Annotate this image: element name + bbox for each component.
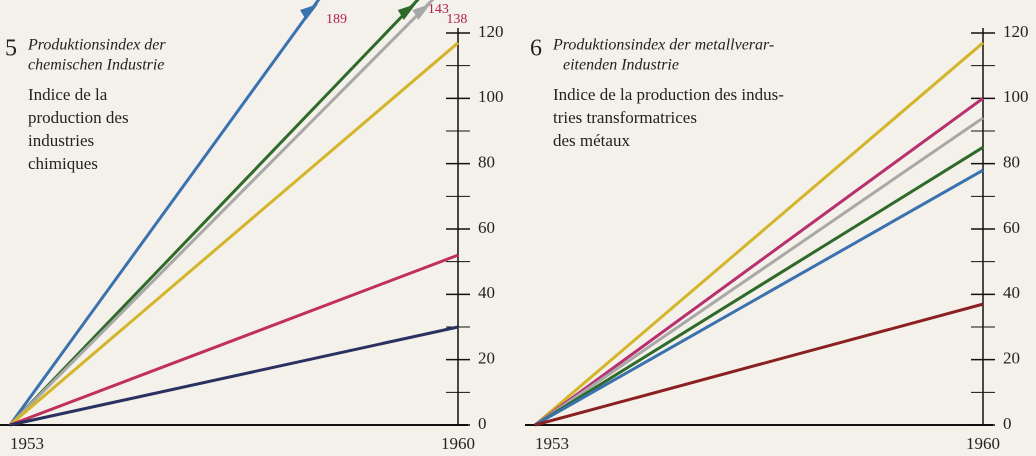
series-line xyxy=(534,168,984,427)
y-tick-label: 60 xyxy=(1003,218,1020,237)
y-tick-label: 0 xyxy=(1003,414,1012,433)
series-line xyxy=(534,97,984,427)
chart-title: Produktionsindex der xyxy=(27,37,166,54)
chart-number: 5 xyxy=(5,36,17,62)
y-tick-label: 120 xyxy=(1003,22,1029,41)
x-tick-label: 1953 xyxy=(10,434,44,453)
arrow-head xyxy=(412,4,431,20)
x-tick-label: 1953 xyxy=(535,434,569,453)
chart-number: 6 xyxy=(530,36,542,62)
y-tick-label: 20 xyxy=(1003,349,1020,368)
y-tick-label: 100 xyxy=(478,87,504,106)
x-tick-label: 1960 xyxy=(966,434,1000,453)
chart-subtitle: chimiques xyxy=(28,154,98,173)
arrow-head xyxy=(397,4,416,20)
chart-subtitle: Indice de la xyxy=(28,85,108,104)
y-tick-label: 120 xyxy=(478,22,504,41)
series-line xyxy=(9,325,459,427)
y-tick-label: 80 xyxy=(1003,153,1020,172)
y-tick-label: 40 xyxy=(478,283,495,302)
series-line xyxy=(534,116,984,427)
y-tick-label: 40 xyxy=(1003,283,1020,302)
y-tick-label: 100 xyxy=(1003,87,1029,106)
arrow-head xyxy=(300,4,319,20)
series-line xyxy=(8,0,420,427)
data-label: 143 xyxy=(428,2,449,17)
data-label: 138 xyxy=(446,12,467,27)
series-line xyxy=(534,302,984,427)
chart-title: chemischen Industrie xyxy=(28,57,164,74)
y-tick-label: 0 xyxy=(478,414,487,433)
series-line xyxy=(9,41,459,427)
data-label: 189 xyxy=(326,12,347,27)
chart-title: eitenden Industrie xyxy=(563,57,679,74)
chart-subtitle: Indice de la production des indus- xyxy=(553,85,784,104)
y-tick-label: 80 xyxy=(478,153,495,172)
series-line xyxy=(9,253,459,427)
chart-subtitle: production des xyxy=(28,108,129,127)
series-line xyxy=(534,41,984,427)
y-tick-label: 60 xyxy=(478,218,495,237)
x-tick-label: 1960 xyxy=(441,434,475,453)
chart-subtitle: industries xyxy=(28,131,94,150)
series-line xyxy=(534,146,984,427)
y-tick-label: 20 xyxy=(478,349,495,368)
chart-subtitle: tries transformatrices xyxy=(553,108,697,127)
chart-title: Produktionsindex der metallverar- xyxy=(552,37,774,54)
series-line xyxy=(8,0,435,427)
series-line xyxy=(8,0,321,426)
chart-subtitle: des métaux xyxy=(553,131,630,150)
